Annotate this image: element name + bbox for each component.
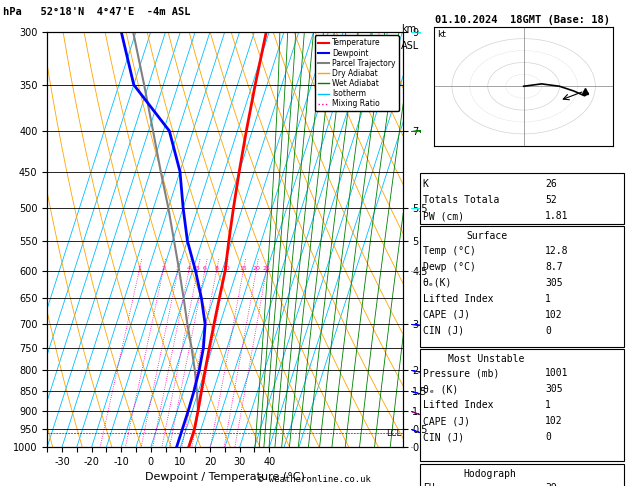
- Text: 0: 0: [545, 433, 551, 442]
- Text: 20: 20: [252, 266, 260, 271]
- Text: 8: 8: [214, 266, 218, 271]
- Text: EH: EH: [423, 483, 435, 486]
- Text: CAPE (J): CAPE (J): [423, 310, 470, 320]
- Text: 1001: 1001: [545, 368, 569, 378]
- Text: Totals Totala: Totals Totala: [423, 195, 499, 205]
- Legend: Temperature, Dewpoint, Parcel Trajectory, Dry Adiabat, Wet Adiabat, Isotherm, Mi: Temperature, Dewpoint, Parcel Trajectory…: [314, 35, 399, 111]
- Text: Dewp (°C): Dewp (°C): [423, 261, 476, 272]
- Text: © weatheronline.co.uk: © weatheronline.co.uk: [258, 474, 371, 484]
- Text: CIN (J): CIN (J): [423, 326, 464, 336]
- Text: 305: 305: [545, 278, 563, 288]
- Text: 4: 4: [187, 266, 191, 271]
- Text: 0: 0: [545, 326, 551, 336]
- Text: 25: 25: [262, 266, 270, 271]
- Text: 8.7: 8.7: [545, 261, 563, 272]
- Text: 52: 52: [545, 195, 557, 205]
- Text: Surface: Surface: [467, 231, 508, 241]
- Text: Lifted Index: Lifted Index: [423, 400, 493, 410]
- Text: 102: 102: [545, 310, 563, 320]
- Text: 26: 26: [545, 179, 557, 189]
- Text: 5: 5: [196, 266, 199, 271]
- Text: km: km: [401, 24, 416, 35]
- Text: 1: 1: [545, 294, 551, 304]
- Text: Lifted Index: Lifted Index: [423, 294, 493, 304]
- Text: 1: 1: [545, 400, 551, 410]
- Text: Most Unstable: Most Unstable: [448, 354, 524, 364]
- Text: 1: 1: [137, 266, 141, 271]
- Text: 6: 6: [203, 266, 207, 271]
- Text: 2: 2: [161, 266, 165, 271]
- Text: Pressure (mb): Pressure (mb): [423, 368, 499, 378]
- Text: PW (cm): PW (cm): [423, 211, 464, 221]
- Text: 305: 305: [545, 384, 563, 394]
- Text: LCL: LCL: [386, 429, 401, 437]
- Text: hPa   52°18'N  4°47'E  -4m ASL: hPa 52°18'N 4°47'E -4m ASL: [3, 7, 191, 17]
- Text: 10: 10: [222, 266, 230, 271]
- Text: CAPE (J): CAPE (J): [423, 417, 470, 426]
- Text: 39: 39: [545, 483, 557, 486]
- Text: 01.10.2024  18GMT (Base: 18): 01.10.2024 18GMT (Base: 18): [435, 15, 610, 25]
- Text: Temp (°C): Temp (°C): [423, 245, 476, 256]
- Text: 3: 3: [176, 266, 180, 271]
- Text: kt: kt: [438, 30, 447, 39]
- X-axis label: Dewpoint / Temperature (°C): Dewpoint / Temperature (°C): [145, 472, 305, 483]
- Text: K: K: [423, 179, 428, 189]
- Text: 12.8: 12.8: [545, 245, 569, 256]
- Text: θₑ(K): θₑ(K): [423, 278, 452, 288]
- Text: 15: 15: [240, 266, 247, 271]
- Text: Hodograph: Hodograph: [464, 469, 516, 479]
- Text: 1.81: 1.81: [545, 211, 569, 221]
- Text: θₑ (K): θₑ (K): [423, 384, 458, 394]
- Text: 102: 102: [545, 417, 563, 426]
- Text: ASL: ASL: [401, 41, 420, 52]
- Text: CIN (J): CIN (J): [423, 433, 464, 442]
